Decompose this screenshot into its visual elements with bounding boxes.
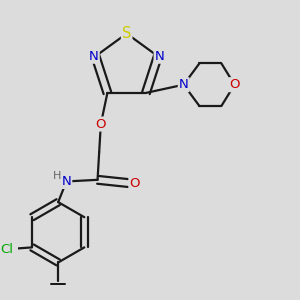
Text: N: N bbox=[154, 50, 164, 63]
Text: H: H bbox=[53, 171, 61, 181]
Text: S: S bbox=[122, 26, 131, 41]
Text: N: N bbox=[179, 78, 188, 91]
Text: Cl: Cl bbox=[0, 242, 13, 256]
Text: O: O bbox=[129, 177, 140, 190]
Text: N: N bbox=[89, 50, 99, 63]
Text: O: O bbox=[229, 78, 240, 91]
Text: N: N bbox=[61, 175, 71, 188]
Text: O: O bbox=[96, 118, 106, 130]
